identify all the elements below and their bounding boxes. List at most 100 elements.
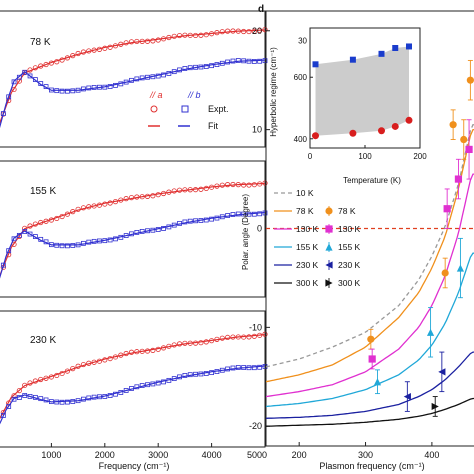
expt-point-a — [187, 340, 193, 346]
expt-point-a — [144, 348, 151, 354]
expt-point-a — [225, 334, 231, 341]
expt-point-a — [139, 194, 145, 200]
expt-point-a — [118, 352, 124, 358]
left-data — [0, 27, 268, 425]
expt-point-b — [59, 399, 65, 405]
expt-point-b — [177, 67, 182, 73]
expt-point-b — [214, 369, 220, 374]
expt-point-b — [102, 238, 108, 244]
expt-point-a — [107, 44, 113, 50]
y-tick-label: -20 — [249, 421, 262, 431]
expt-point-a — [38, 63, 44, 69]
expt-point-a — [257, 181, 263, 187]
expt-point-a — [27, 380, 33, 386]
expt-point-b — [22, 229, 28, 234]
expt-point-a — [171, 33, 177, 39]
expt-point-a — [219, 182, 225, 188]
legend-line-label-0: 10 K — [296, 188, 314, 198]
expt-point-a — [91, 359, 97, 365]
x-tick-label: 3000 — [148, 450, 168, 460]
expt-point-b — [219, 60, 225, 66]
expt-point-b — [246, 211, 252, 217]
expt-point-b — [230, 365, 236, 371]
expt-point-a — [235, 182, 241, 188]
expt-point-a — [134, 349, 140, 355]
expt-point-a — [257, 332, 263, 338]
legend-marker-label-0: 78 K — [338, 206, 356, 216]
expt-point-b — [198, 218, 204, 223]
legend-expt-label: Expt. — [208, 104, 229, 114]
expt-point-a — [54, 372, 60, 379]
expt-point-a — [187, 32, 193, 38]
expt-point-b — [118, 81, 124, 87]
expt-point-b — [11, 236, 17, 242]
fit-line-panel2-series0 — [0, 334, 266, 420]
expt-point-a — [22, 382, 28, 388]
expt-point-a — [91, 203, 97, 209]
expt-point-b — [155, 227, 161, 232]
expt-point-a — [16, 387, 22, 394]
fit-line-panel0-series1 — [0, 59, 266, 129]
expt-point-a — [54, 215, 60, 222]
expt-point-a — [160, 345, 167, 351]
expt-point-b — [145, 228, 150, 234]
legend-marker-3 — [325, 261, 333, 269]
expt-point-b — [139, 383, 145, 388]
expt-point-b — [0, 413, 6, 418]
expt-point-b — [75, 242, 81, 248]
expt-point-b — [246, 365, 252, 371]
data-point-230k — [403, 392, 411, 401]
data-point-300k — [431, 402, 439, 411]
expt-point-a — [225, 28, 231, 34]
temperature-label-78k: 78 K — [30, 37, 51, 48]
expt-point-b — [27, 394, 33, 399]
expt-point-b — [11, 79, 17, 85]
expt-point-a — [38, 219, 44, 226]
expt-point-a — [54, 59, 60, 65]
expt-point-b — [235, 211, 241, 217]
expt-point-a — [70, 209, 76, 215]
expt-point-a — [166, 34, 172, 41]
expt-point-b — [6, 248, 12, 254]
panel-d-label: d — [258, 4, 264, 15]
legend-marker-label-2: 155 K — [338, 242, 361, 252]
expt-point-b — [102, 394, 108, 399]
temperature-label-230k: 230 K — [30, 335, 56, 346]
expt-point-a — [96, 202, 103, 208]
y-tick-label: 0 — [257, 224, 262, 234]
expt-point-a — [59, 213, 65, 220]
expt-point-a — [43, 61, 49, 68]
legend-line-label-3: 155 K — [296, 242, 319, 252]
expt-point-a — [182, 32, 188, 38]
expt-point-b — [182, 373, 188, 378]
expt-point-b — [134, 384, 140, 390]
expt-point-a — [150, 38, 156, 44]
expt-point-a — [48, 374, 55, 380]
expt-point-b — [145, 382, 150, 388]
inset-x-axis-label: Temperature (K) — [343, 176, 401, 185]
expt-point-b — [6, 404, 12, 409]
expt-point-a — [86, 360, 92, 366]
lower-bound-point — [312, 132, 319, 140]
expt-point-a — [203, 32, 209, 38]
expt-point-b — [203, 217, 209, 223]
expt-point-a — [155, 346, 161, 352]
expt-point-b — [193, 371, 198, 377]
lower-bound-point — [378, 127, 385, 135]
expt-point-a — [241, 28, 247, 35]
expt-point-a — [166, 189, 172, 195]
expt-point-a — [107, 355, 113, 362]
expt-point-b — [27, 231, 33, 237]
expt-point-a — [112, 354, 119, 360]
legend-marker-label-1: 130 K — [338, 224, 361, 234]
expt-point-b — [91, 394, 97, 400]
expt-point-b — [219, 214, 225, 220]
expt-point-b — [166, 71, 172, 76]
panel-d-x-axis-label: Plasmon frequency (cm⁻¹) — [319, 461, 424, 471]
expt-point-a — [241, 182, 247, 188]
expt-point-a — [219, 335, 225, 341]
data-point-130k — [465, 145, 473, 154]
panel-frame-230k — [0, 310, 266, 448]
expt-point-b — [86, 239, 92, 245]
expt-point-a — [171, 188, 177, 194]
